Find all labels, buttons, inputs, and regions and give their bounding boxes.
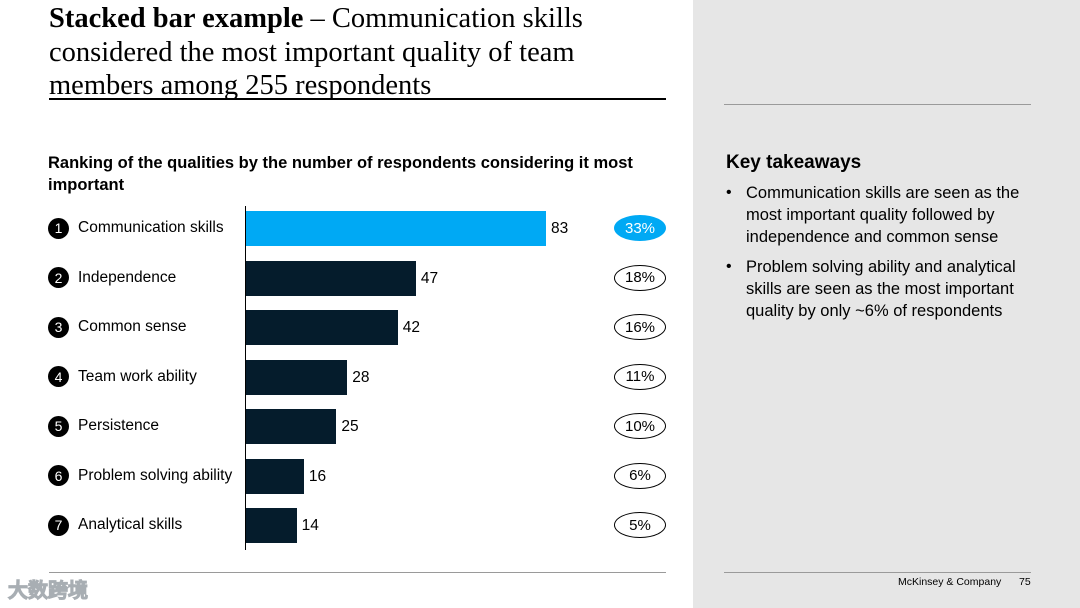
rank-badge: 3 — [48, 316, 69, 338]
bar-value-label: 83 — [551, 220, 569, 237]
category-name: Independence — [78, 268, 177, 286]
category-name: Persistence — [78, 417, 159, 434]
category-label: 3 Common sense — [48, 316, 187, 338]
bar-value-label: 16 — [308, 467, 327, 485]
category-label: 5 Persistence — [48, 415, 159, 437]
bar-value-label: 14 — [301, 517, 319, 534]
footer-divider — [724, 572, 1031, 573]
takeaways-list: • Communication skills are seen as the m… — [726, 182, 1031, 330]
percentage-badge: 16% — [614, 314, 666, 340]
bar — [246, 409, 337, 444]
percentage-badge: 11% — [614, 363, 666, 390]
takeaways-title: Key takeaways — [726, 152, 862, 173]
bar — [246, 310, 398, 345]
rank-badge: 5 — [48, 415, 69, 437]
percentage-badge: 10% — [614, 413, 666, 439]
rank-badge: 2 — [48, 267, 69, 288]
percentage-badge: 5% — [614, 512, 666, 538]
page-number: 75 — [1019, 576, 1031, 588]
bar — [246, 260, 416, 296]
slide-title-rest: – Communication skills considered the mo… — [49, 3, 583, 101]
category-label: 6 Problem solving ability — [48, 465, 232, 487]
category-label: 7 Analytical skills — [48, 514, 182, 536]
category-name: Team work ability — [78, 367, 197, 385]
takeaway-text: Communication skills are seen as the mos… — [746, 184, 1020, 246]
chart-title: Ranking of the qualities by the number o… — [48, 154, 633, 194]
bullet-icon: • — [726, 258, 732, 275]
bullet-icon: • — [726, 184, 732, 201]
rank-badge: 6 — [48, 465, 69, 486]
takeaway-item: • Communication skills are seen as the m… — [726, 182, 1031, 248]
category-name: Common sense — [78, 318, 187, 335]
category-name: Communication skills — [78, 219, 224, 236]
percentage-badge: 6% — [614, 462, 666, 489]
category-label: 4 Team work ability — [48, 366, 197, 388]
bar — [246, 508, 297, 543]
takeaway-item: • Problem solving ability and analytical… — [726, 256, 1031, 322]
takeaway-text: Problem solving ability and analytical s… — [746, 258, 1016, 320]
bar-value-label: 28 — [352, 368, 370, 386]
rank-badge: 1 — [48, 217, 69, 239]
bar — [246, 359, 348, 395]
right-panel — [693, 0, 1080, 608]
category-label: 2 Independence — [48, 267, 176, 289]
bar-value-label: 47 — [420, 269, 439, 287]
takeaways-top-divider — [724, 104, 1031, 105]
watermark-logo: 大数跨境 — [8, 580, 89, 603]
slide-title-bold: Stacked bar example — [49, 3, 304, 34]
rank-badge: 7 — [48, 514, 69, 536]
bar-value-label: 25 — [341, 418, 359, 435]
category-label: 1 Communication skills — [48, 217, 224, 239]
footer-brand: McKinsey & Company — [898, 576, 1002, 588]
bar-value-label: 42 — [402, 319, 421, 336]
bottom-divider — [49, 572, 666, 573]
percentage-badge: 33% — [614, 215, 666, 241]
category-name: Analytical skills — [78, 516, 183, 533]
chart-axis-line — [245, 206, 246, 550]
category-name: Problem solving ability — [78, 466, 233, 484]
left-panel: Stacked bar example – Communication skil… — [48, 2, 669, 573]
bar — [246, 458, 304, 494]
percentage-badge: 18% — [614, 264, 666, 291]
rank-badge: 4 — [48, 366, 69, 387]
slide-title: Stacked bar example – Communication skil… — [49, 2, 669, 103]
bar — [246, 211, 546, 246]
title-underline — [49, 98, 666, 100]
